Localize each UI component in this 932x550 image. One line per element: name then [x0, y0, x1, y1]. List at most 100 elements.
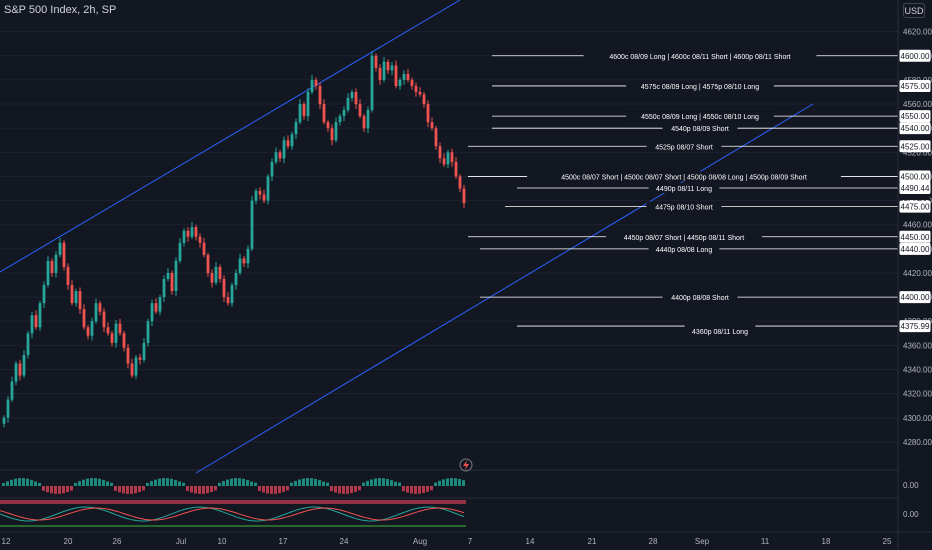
price-tag-bg: [899, 122, 931, 135]
candle-body: [38, 303, 42, 328]
oscillator-bar: [134, 486, 137, 494]
option-level-label-bg: [646, 201, 722, 212]
option-level-label: 4500c 08/07 Short | 4500c 08/07 Short | …: [561, 174, 807, 181]
oscillator-bar: [290, 482, 293, 486]
candle-body: [458, 176, 462, 189]
option-level-label-bg: [527, 171, 841, 182]
candle-body: [418, 91, 422, 95]
oscillator-bar: [302, 478, 305, 486]
oscillator-bar: [170, 478, 173, 486]
candle-body: [66, 266, 70, 286]
oscillator-bar: [58, 486, 61, 494]
oscillator-bar: [414, 486, 417, 494]
oscillator-bar: [390, 480, 393, 486]
candle-body: [298, 104, 302, 123]
candle-body: [250, 200, 254, 249]
candle-body: [414, 85, 418, 92]
candle-body: [378, 67, 382, 80]
candle-body: [322, 104, 326, 123]
oscillator-band-upper: [0, 500, 466, 504]
lightning-icon[interactable]: [459, 458, 473, 472]
candle-body: [362, 116, 366, 129]
time-axis[interactable]: 12 20 26 Jul 10 17 24 Aug 7 14 21 28 Sep 11 18 25: [0, 531, 932, 546]
time-tick-label: 11: [761, 537, 770, 546]
candle-body: [358, 104, 362, 117]
candle-body: [166, 272, 170, 280]
price-tag-label: 4400.00: [901, 293, 930, 302]
candle-body: [10, 381, 14, 400]
price-tag-bg: [899, 200, 931, 213]
price-axis[interactable]: 4280.004300.004320.004340.004360.004380.…: [897, 0, 932, 550]
time-tick-label: 18: [822, 537, 831, 546]
candle-body: [278, 152, 282, 159]
time-tick-label: 25: [883, 537, 892, 546]
candle-body: [30, 315, 34, 334]
price-tick-label: 4460.00: [903, 221, 932, 230]
trend-channel: [0, 0, 814, 474]
oscillator-bar: [462, 480, 465, 486]
oscillator-line: [0, 506, 465, 522]
candle-body: [170, 272, 174, 292]
lightning-icon-bolt: [463, 460, 469, 470]
oscillator-bar: [238, 478, 241, 486]
candle-body: [350, 91, 354, 99]
oscillator-bar: [42, 486, 45, 491]
candle-body: [2, 417, 6, 424]
candle-body: [450, 152, 454, 162]
option-level-label-bg: [606, 231, 762, 242]
oscillator-bar: [210, 486, 213, 493]
oscillator-bar: [46, 486, 49, 493]
price-tick-label: 4320.00: [903, 390, 932, 399]
candle-body: [194, 227, 198, 237]
candlestick-series: [2, 50, 466, 428]
candle-body: [90, 321, 94, 336]
oscillator-bar: [282, 486, 285, 492]
candle-body: [94, 303, 98, 322]
candle-body: [62, 242, 66, 267]
candle-body: [162, 279, 166, 298]
oscillator-bar: [374, 478, 377, 486]
candle-body: [74, 291, 78, 304]
candle-body: [438, 146, 442, 159]
price-tag-bg: [899, 181, 931, 194]
candle-body: [234, 272, 238, 286]
price-tick-label: 4360.00: [903, 341, 932, 350]
oscillator-bar: [262, 486, 265, 493]
time-tick-label: Jul: [176, 537, 186, 546]
oscillator-bar: [258, 486, 261, 491]
oscillator-bar: [358, 486, 361, 491]
oscillator-bar: [430, 486, 433, 491]
oscillator-bar: [74, 482, 77, 486]
option-level-label: 4525p 08/07 Short: [655, 144, 713, 151]
oscillator-bar: [182, 482, 185, 486]
currency-button[interactable]: USD: [903, 3, 925, 18]
option-level-label-bg: [646, 141, 722, 152]
option-level-label: 4360p 08/11 Long: [692, 329, 748, 336]
oscillator-bar: [198, 486, 201, 494]
candle-body: [238, 258, 242, 273]
oscillator-bar: [398, 482, 401, 486]
oscillator-bar: [438, 480, 441, 486]
channel-upper-line: [0, 0, 461, 273]
oscillator-bar: [138, 486, 141, 493]
oscillator-bar: [158, 478, 161, 486]
candle-body: [422, 94, 426, 105]
option-level-label: 4440p 08/08 Long: [656, 247, 713, 254]
oscillator-bar: [446, 478, 449, 486]
oscillator-bar: [318, 480, 321, 486]
oscillator-bar: [442, 479, 445, 486]
candle-body: [442, 158, 446, 165]
oscillator-bar: [394, 481, 397, 486]
oscillator-bar: [386, 478, 389, 486]
candle-body: [326, 122, 330, 129]
price-tick-label: 4340.00: [903, 366, 932, 375]
candle-body: [70, 285, 74, 304]
candle-body: [118, 323, 122, 334]
option-level-label: 4600c 08/09 Long | 4600c 08/11 Short | 4…: [609, 54, 790, 61]
symbol-title[interactable]: S&P 500 Index, 2h, SP: [4, 4, 117, 16]
oscillator-signal-line: [0, 507, 465, 521]
oscillator-bar: [354, 486, 357, 492]
candle-body: [210, 272, 214, 283]
price-tag-bg: [899, 230, 931, 243]
